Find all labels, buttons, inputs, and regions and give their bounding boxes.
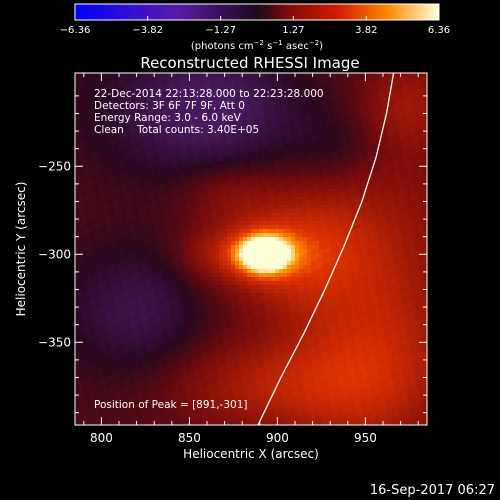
- x-axis-label: Heliocentric X (arcsec): [183, 447, 319, 461]
- annotation-clean: Clean Total counts: 3.40E+05: [94, 124, 259, 136]
- colorbar-tick-label: −1.27: [205, 25, 236, 36]
- colorbar-tick-label: 3.82: [355, 25, 377, 36]
- heatmap-image: [75, 73, 427, 425]
- footer-timestamp: 16-Sep-2017 06:27: [370, 483, 495, 498]
- colorbar-tick-label: 1.27: [282, 25, 304, 36]
- plot-frame: [74, 72, 428, 426]
- colorbar: −6.36 −3.82 −1.27 1.27 3.82 6.36 (photons cm−…: [60, 3, 450, 52]
- x-tick-label: 900: [266, 431, 289, 445]
- colorbar-tick-label: 6.36: [428, 25, 450, 36]
- colorbar-ticks: −6.36 −3.82 −1.27 1.27 3.82 6.36: [60, 16, 450, 36]
- x-tick-label: 800: [90, 431, 113, 445]
- annotation-block: 22-Dec-2014 22:13:28.000 to 22:23:28.000…: [94, 88, 324, 136]
- colorbar-tick-label: −3.82: [132, 25, 163, 36]
- y-tick-label: −250: [38, 159, 71, 173]
- x-axis-ticks: 800 850 900 950: [83, 73, 419, 445]
- peak-position-label: Position of Peak = [891,-301]: [94, 399, 248, 411]
- y-axis-label: Heliocentric Y (arcsec): [14, 182, 28, 317]
- y-tick-label: −300: [38, 247, 71, 261]
- chart-title: Reconstructed RHESSI Image: [140, 54, 359, 72]
- y-axis-ticks: −250 −300 −350: [38, 95, 427, 414]
- colorbar-unit-label: (photons cm−2 s−1 asec−2): [191, 39, 323, 52]
- heatmap-area: [75, 73, 427, 425]
- x-tick-label: 950: [354, 431, 377, 445]
- colorbar-gradient: [74, 3, 440, 21]
- annotation-time: 22-Dec-2014 22:13:28.000 to 22:23:28.000: [94, 88, 324, 100]
- annotation-detectors: Detectors: 3F 6F 7F 9F, Att 0: [94, 100, 245, 112]
- annotation-energy: Energy Range: 3.0 - 6.0 keV: [94, 112, 242, 124]
- y-tick-label: −350: [38, 335, 71, 349]
- colorbar-tick-label: −6.36: [60, 25, 91, 36]
- x-tick-label: 850: [178, 431, 201, 445]
- solar-limb-curve: [257, 73, 395, 425]
